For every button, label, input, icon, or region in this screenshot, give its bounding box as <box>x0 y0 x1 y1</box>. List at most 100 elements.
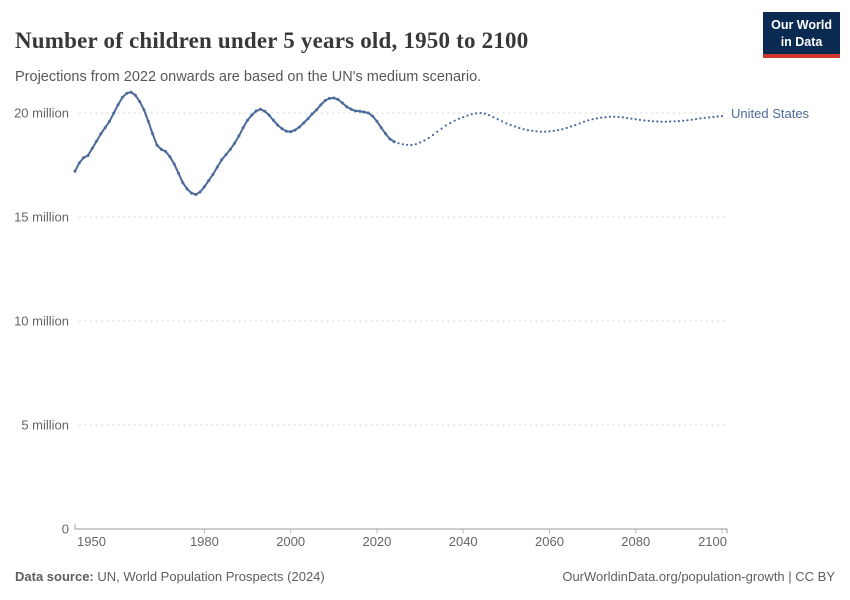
series-point-projected <box>621 116 624 119</box>
x-tick-label: 2040 <box>449 534 478 549</box>
series-point-projected <box>569 125 573 128</box>
series-point-projected <box>479 111 482 115</box>
y-tick-label: 20 million <box>14 106 69 121</box>
series-point-projected <box>690 118 693 121</box>
x-tick-label: 2060 <box>535 534 564 549</box>
series-point-projected <box>414 143 417 146</box>
x-tick-label: 2020 <box>362 534 391 549</box>
series-point-projected <box>677 120 681 123</box>
series-point-projected <box>531 129 534 132</box>
series-point-projected <box>591 118 594 121</box>
x-tick-label: 2080 <box>621 534 650 549</box>
series-point-projected <box>423 139 426 142</box>
series-point-projected <box>561 128 564 131</box>
chart-subtitle: Projections from 2022 onwards are based … <box>15 68 482 85</box>
series-point-projected <box>673 120 676 123</box>
x-tick-label: 1950 <box>77 534 106 549</box>
series-point-projected <box>513 125 517 128</box>
series-point-projected <box>582 120 586 123</box>
series-point-projected <box>522 128 525 131</box>
chart-footer: Data source: UN, World Population Prospe… <box>15 569 835 584</box>
series-point-projected <box>656 120 659 123</box>
series-point-projected <box>682 119 685 122</box>
series-point-projected <box>638 118 642 121</box>
series-point-projected <box>699 117 702 120</box>
series-point-projected <box>574 124 577 127</box>
series-point-projected <box>457 117 460 120</box>
series-point-projected <box>466 114 469 117</box>
series-point-projected <box>492 116 495 119</box>
series-point-projected <box>604 116 607 119</box>
series-point-projected <box>695 117 698 121</box>
y-tick-label: 10 million <box>14 314 69 329</box>
series-point-projected <box>509 124 512 127</box>
series-point-projected <box>608 115 612 118</box>
y-tick-label: 0 <box>62 522 69 537</box>
series-point-projected <box>406 143 409 146</box>
owid-logo-line2: in Data <box>780 34 823 49</box>
series-point-projected <box>664 120 668 123</box>
series-point-projected <box>669 120 672 123</box>
x-tick-label: 2000 <box>276 534 305 549</box>
data-source-label: Data source: <box>15 569 94 584</box>
series-point-projected <box>647 119 650 122</box>
x-tick-label: 1980 <box>190 534 219 549</box>
series-point-projected <box>483 112 486 115</box>
series-point-projected <box>587 119 590 122</box>
y-tick-label: 5 million <box>21 418 69 433</box>
series-point-projected <box>488 114 491 117</box>
series-point-projected <box>419 141 422 144</box>
series-point-projected <box>431 133 435 137</box>
credit-line: OurWorldinData.org/population-growth | C… <box>562 569 835 584</box>
x-axis-line <box>74 524 728 534</box>
series-label-united-states: United States <box>731 106 810 121</box>
series-point-projected <box>651 120 655 123</box>
series-point-projected <box>410 143 413 147</box>
series-point-projected <box>600 116 603 119</box>
series-point-projected <box>686 119 689 122</box>
y-tick-label: 15 million <box>14 210 69 225</box>
series-point-projected <box>578 122 581 125</box>
series-point-projected <box>544 130 547 133</box>
series-point-projected <box>444 124 447 127</box>
series-point-projected <box>613 115 616 118</box>
owid-logo: Our World in Data <box>763 12 840 58</box>
series-point-projected <box>626 116 629 120</box>
owid-logo-line1: Our World <box>771 18 832 32</box>
series-point-projected <box>660 120 663 123</box>
data-source-note: Data source: UN, World Population Prospe… <box>15 569 325 584</box>
series-point-projected <box>449 121 452 125</box>
series-point-projected <box>436 130 439 133</box>
series-point-projected <box>518 126 521 130</box>
series-point-projected <box>440 127 443 130</box>
series-point-projected <box>470 113 473 116</box>
series-point-projected <box>427 136 430 140</box>
series-point-projected <box>630 117 633 120</box>
series-point-projected <box>552 129 555 132</box>
series-point-projected <box>505 122 508 125</box>
x-tick-label: 2100 <box>698 534 727 549</box>
series-point-projected <box>708 116 711 119</box>
series-point-projected <box>643 119 646 122</box>
series-point-projected <box>716 115 719 118</box>
series-point-projected <box>539 130 542 133</box>
series-point-projected <box>500 120 504 123</box>
series-point-projected <box>462 116 465 119</box>
series-point-projected <box>565 126 568 130</box>
series-point-projected <box>634 118 637 121</box>
series-point-projected <box>595 117 599 120</box>
chart-title: Number of children under 5 years old, 19… <box>15 28 529 54</box>
series-point-projected <box>475 112 478 115</box>
series-point-projected <box>453 119 456 122</box>
data-source-text: UN, World Population Prospects (2024) <box>93 569 325 584</box>
series-point-projected <box>548 130 551 133</box>
series-point-projected <box>617 115 620 119</box>
series-point-projected <box>397 142 400 145</box>
series-point-projected <box>535 130 538 133</box>
series-point-projected <box>526 129 530 132</box>
series-point-projected <box>720 115 724 118</box>
series-point-projected <box>703 116 706 119</box>
series-point-projected <box>496 118 499 121</box>
